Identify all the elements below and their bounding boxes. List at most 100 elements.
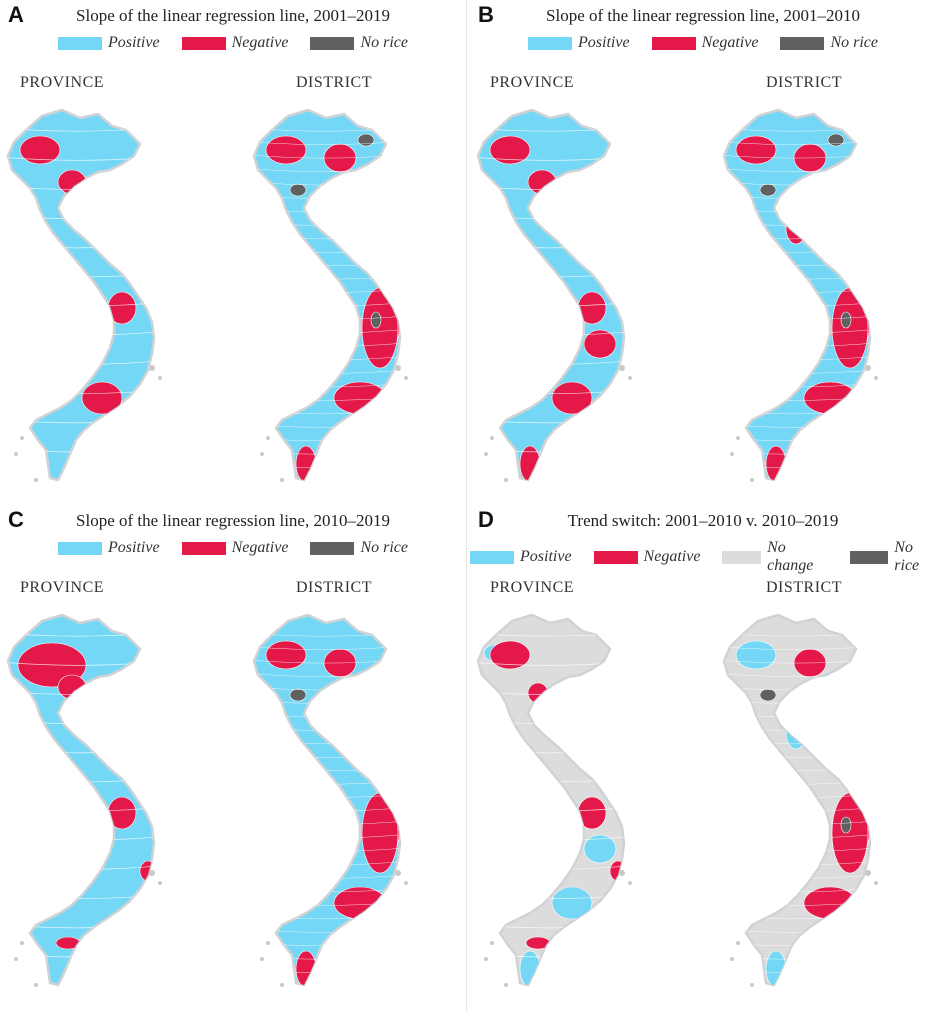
- boundary-line: [724, 164, 870, 172]
- positive-region-northwest: [735, 640, 777, 670]
- boundary-line: [254, 150, 400, 159]
- boundary-line: [724, 137, 870, 145]
- boundary-line: [478, 240, 624, 249]
- boundary-line: [724, 352, 870, 361]
- island: [484, 957, 488, 961]
- boundary-line: [478, 832, 624, 841]
- boundary-line: [8, 745, 154, 754]
- legend-item-negative: Negative: [593, 539, 700, 575]
- island: [404, 376, 408, 380]
- legend-swatch: [849, 550, 889, 564]
- positive-region-southeast_inland: [551, 886, 593, 920]
- legend-label: No rice: [360, 34, 408, 51]
- negative-region-southeast_inland: [81, 381, 123, 415]
- boundary-line: [724, 325, 870, 334]
- legend-label: Negative: [231, 539, 289, 556]
- boundary-line: [8, 211, 154, 220]
- boundary-line: [8, 832, 154, 841]
- boundary-line: [8, 444, 154, 453]
- province-map: [6, 613, 162, 987]
- negative-region-thanhhoa_small: [527, 682, 549, 704]
- boundary-line: [254, 722, 400, 731]
- boundary-line: [724, 204, 870, 213]
- boundary-line: [254, 736, 400, 745]
- legend-swatch: [651, 36, 696, 50]
- boundary-line: [724, 312, 870, 320]
- boundary-line: [254, 965, 400, 973]
- boundary-line: [724, 830, 870, 839]
- legend-item-no-rice: No rice: [310, 34, 408, 52]
- boundary-line: [724, 844, 870, 852]
- boundary-line: [254, 137, 400, 145]
- district-column-label: DISTRICT: [296, 74, 372, 91]
- island: [628, 376, 632, 380]
- boundary-line: [478, 745, 624, 754]
- island: [395, 365, 401, 371]
- district-map: [252, 108, 408, 482]
- negative-region-highlands: [831, 287, 869, 369]
- boundary-line: [724, 938, 870, 947]
- island: [266, 436, 270, 440]
- panel-title: Slope of the linear regression line, 200…: [76, 6, 390, 25]
- negative-region-highlands: [361, 287, 399, 369]
- panel-title: Trend switch: 2001–2010 v. 2010–2019: [567, 511, 839, 530]
- boundary-line: [254, 231, 400, 240]
- boundary-line: [8, 861, 154, 870]
- island: [20, 941, 24, 945]
- panel-title: Slope of the linear regression line, 200…: [546, 6, 860, 25]
- panel-letter: C: [8, 507, 24, 532]
- boundary-line: [478, 327, 624, 336]
- island: [750, 478, 754, 482]
- province-column-label: PROVINCE: [490, 74, 575, 91]
- boundary-line: [254, 951, 400, 960]
- boundary-line: [478, 803, 624, 812]
- legend-label: Positive: [108, 539, 160, 556]
- boundary-line: [478, 716, 624, 725]
- island: [158, 376, 162, 380]
- boundary-line: [724, 696, 870, 704]
- no-rice-region-north_east: [827, 133, 845, 147]
- boundary-line: [478, 657, 624, 666]
- island: [260, 452, 264, 456]
- no-rice-region-north_east: [357, 133, 375, 147]
- island: [149, 365, 155, 371]
- legend-item-no-change: No change: [722, 539, 827, 575]
- legend-item-negative: Negative: [181, 34, 288, 52]
- legend-item-negative: Negative: [181, 539, 289, 557]
- island: [865, 365, 871, 371]
- legend-label: No rice: [360, 539, 408, 556]
- island: [490, 941, 494, 945]
- boundary-line: [254, 339, 400, 347]
- country-base: [6, 108, 156, 482]
- legend-swatch: [722, 550, 762, 564]
- negative-region-central_highland_n: [107, 796, 137, 830]
- island: [149, 870, 155, 876]
- boundary-line: [8, 657, 154, 666]
- island: [14, 452, 18, 456]
- province-map: [476, 613, 632, 987]
- island: [504, 478, 508, 482]
- boundary-line: [724, 951, 870, 960]
- legend-label: Positive: [108, 34, 160, 51]
- boundary-line: [254, 857, 400, 866]
- boundary-line: [254, 191, 400, 199]
- boundary-line: [724, 231, 870, 240]
- boundary-line: [724, 817, 870, 825]
- negative-region-highlands: [361, 792, 399, 874]
- province-column-label: PROVINCE: [20, 74, 105, 91]
- boundary-line: [724, 709, 870, 718]
- district-map: [722, 108, 878, 482]
- island: [874, 881, 878, 885]
- boundary-line: [724, 191, 870, 199]
- legend-swatch: [310, 541, 355, 555]
- district-column-label: DISTRICT: [296, 579, 372, 596]
- boundary-line: [254, 433, 400, 442]
- island: [20, 436, 24, 440]
- country-base: [476, 613, 626, 987]
- boundary-line: [724, 803, 870, 812]
- negative-region-northwest: [19, 135, 61, 165]
- legend-item-no-rice: No rice: [780, 34, 878, 52]
- boundary-line: [8, 152, 154, 161]
- no-rice-region-highlands_spot: [370, 311, 382, 329]
- no-rice-region-hoa_binh: [289, 183, 307, 197]
